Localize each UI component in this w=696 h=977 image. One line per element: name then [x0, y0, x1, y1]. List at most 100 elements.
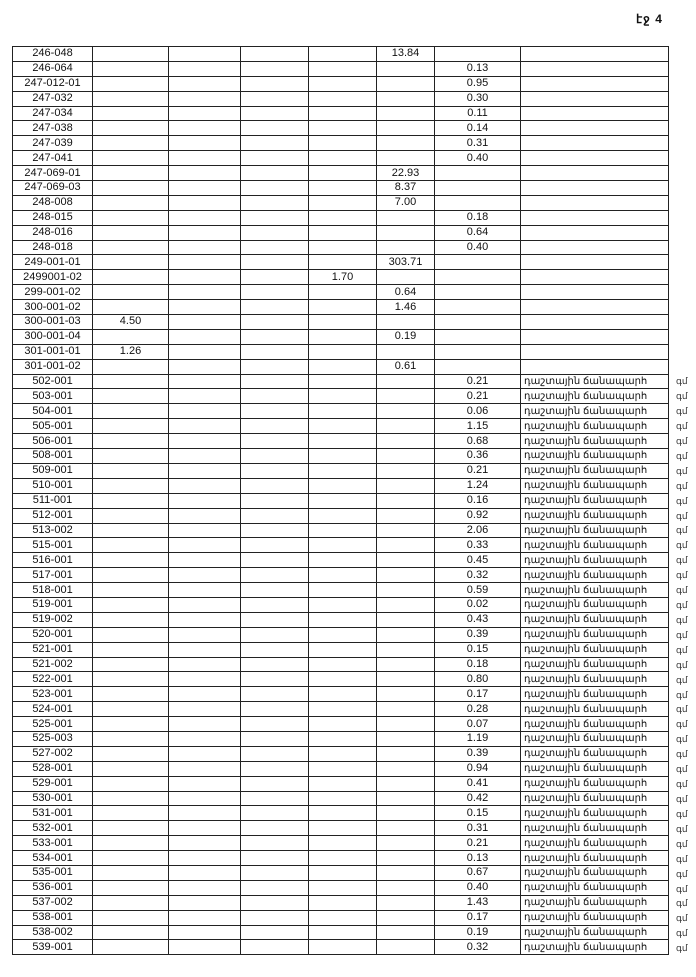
table-row: 509-001 0.21 դաշտային ճանապարհ: [12, 462, 669, 479]
cell-id: 523-001: [12, 686, 93, 703]
cell-c5: [308, 135, 377, 152]
cell-c7: 0.07: [434, 716, 521, 732]
cell-c4: [240, 939, 309, 956]
cell-c8: դաշտային ճանապարհ: [520, 850, 669, 866]
cell-c8: [520, 358, 669, 375]
cell-c8: դաշտային ճանապարհ: [520, 909, 669, 926]
cell-c8: դաշտային ճանապարհ: [520, 626, 669, 643]
cell-c2: [92, 433, 169, 450]
cell-c5: [308, 105, 377, 122]
cell-c7: [434, 165, 521, 182]
cell-c8: դաշտային ճանապարհ: [520, 403, 669, 420]
cell-c3: [168, 373, 241, 390]
margin-mark: գմ: [676, 749, 688, 760]
cell-id: 504-001: [12, 403, 93, 420]
cell-c6: [376, 850, 435, 866]
cell-c2: [92, 567, 169, 584]
cell-c4: [240, 418, 309, 435]
table-row: 515-001 0.33 դաշտային ճանապարհ: [12, 537, 669, 554]
parcel-table: 246-048 13.84 246-064 0.13 247-012-01 0.95 247…: [12, 46, 669, 956]
cell-c5: [308, 60, 377, 77]
margin-mark: գմ: [676, 853, 688, 864]
cell-c8: [520, 165, 669, 182]
cell-c5: [308, 894, 377, 911]
cell-c3: [168, 730, 241, 747]
cell-c5: [308, 299, 377, 316]
table-row: 508-001 0.36 դաշտային ճանապարհ: [12, 448, 669, 464]
cell-id: 249-001-01: [12, 254, 93, 271]
cell-c8: դաշտային ճանապարհ: [520, 611, 669, 628]
cell-c3: [168, 507, 241, 524]
cell-c7: 0.06: [434, 403, 521, 420]
cell-c5: [308, 656, 377, 673]
cell-c5: [308, 492, 377, 509]
cell-c5: [308, 820, 377, 837]
cell-id: 300-001-02: [12, 299, 93, 316]
cell-c5: [308, 194, 377, 211]
table-row: 247-069-01 22.93: [12, 165, 669, 182]
cell-c4: [240, 656, 309, 673]
cell-c6: [376, 537, 435, 554]
cell-c6: 8.37: [376, 180, 435, 196]
margin-mark: գմ: [676, 555, 688, 566]
cell-c4: [240, 537, 309, 554]
cell-c7: 0.15: [434, 805, 521, 822]
cell-c4: [240, 254, 309, 271]
cell-id: 519-001: [12, 596, 93, 613]
cell-c3: [168, 790, 241, 807]
cell-id: 506-001: [12, 433, 93, 450]
cell-c3: [168, 552, 241, 569]
cell-c2: [92, 150, 169, 167]
cell-c8: դաշտային ճանապարհ: [520, 835, 669, 852]
table-row: 504-001 0.06 դաշտային ճանապարհ: [12, 403, 669, 420]
cell-c7: 0.95: [434, 75, 521, 92]
table-row: 530-001 0.42 դաշտային ճանապարհ: [12, 790, 669, 807]
cell-id: 502-001: [12, 373, 93, 390]
cell-c8: դաշտային ճանապարհ: [520, 448, 669, 464]
cell-c8: [520, 150, 669, 167]
cell-c2: [92, 507, 169, 524]
table-row: 247-069-03 8.37: [12, 180, 669, 196]
cell-c7: 0.18: [434, 656, 521, 673]
cell-c6: [376, 224, 435, 241]
margin-mark: գմ: [676, 614, 688, 625]
cell-c6: 13.84: [376, 46, 435, 62]
cell-c3: [168, 805, 241, 822]
cell-c7: 0.94: [434, 760, 521, 777]
cell-c4: [240, 299, 309, 316]
table-row: 521-002 0.18 դաշտային ճանապարհ: [12, 656, 669, 673]
cell-c6: 0.19: [376, 328, 435, 345]
margin-mark: գմ: [676, 734, 688, 745]
cell-c3: [168, 254, 241, 271]
cell-c4: [240, 492, 309, 509]
cell-c3: [168, 492, 241, 509]
margin-mark: գմ: [676, 495, 688, 506]
cell-c7: [434, 180, 521, 196]
cell-c7: 0.21: [434, 462, 521, 479]
cell-c4: [240, 314, 309, 330]
margin-mark: գմ: [676, 510, 688, 521]
cell-c3: [168, 60, 241, 77]
table-row: 532-001 0.31 դաշտային ճանապարհ: [12, 820, 669, 837]
cell-c7: 0.17: [434, 686, 521, 703]
cell-c4: [240, 224, 309, 241]
cell-id: 299-001-02: [12, 284, 93, 301]
cell-c3: [168, 477, 241, 494]
cell-id: 248-018: [12, 239, 93, 256]
margin-mark: գմ: [676, 704, 688, 715]
table-row: 300-001-02 1.46: [12, 299, 669, 316]
table-row: 519-002 0.43 դաշտային ճանապարհ: [12, 611, 669, 628]
cell-id: 538-002: [12, 924, 93, 941]
margin-mark: գմ: [676, 883, 688, 894]
cell-c6: [376, 790, 435, 807]
cell-c8: դաշտային ճանապարհ: [520, 671, 669, 688]
cell-c2: [92, 448, 169, 464]
cell-c8: դաշտային ճանապարհ: [520, 656, 669, 673]
margin-mark: գմ: [676, 689, 688, 700]
cell-c5: 1.70: [308, 269, 377, 286]
cell-c6: [376, 611, 435, 628]
margin-mark: գմ: [676, 406, 688, 417]
cell-c2: [92, 120, 169, 137]
cell-c3: [168, 596, 241, 613]
cell-c3: [168, 150, 241, 167]
